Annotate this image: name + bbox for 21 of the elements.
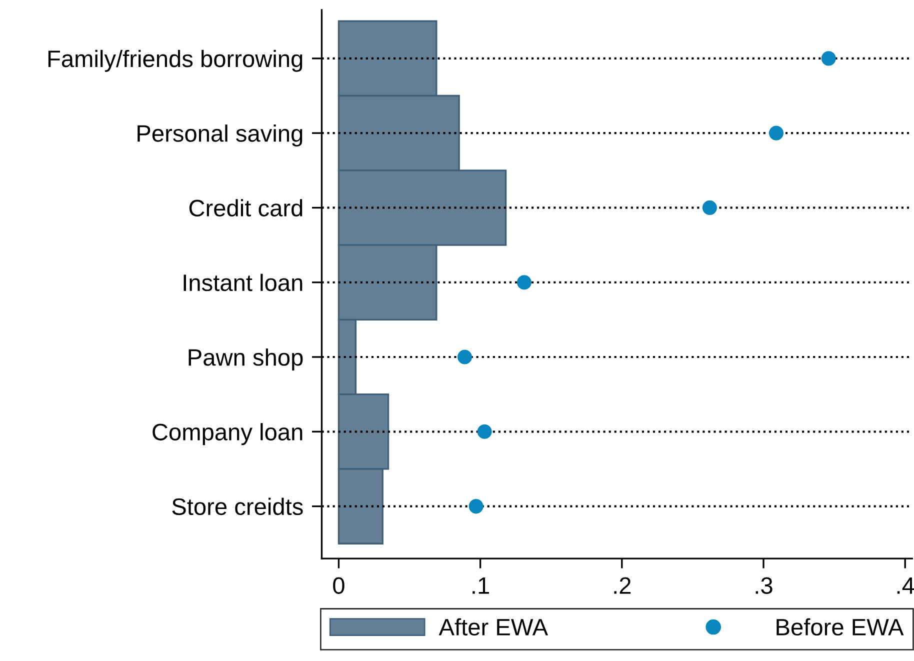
y-tick-label: Instant loan <box>184 274 302 292</box>
x-tick-label: .3 <box>756 577 772 594</box>
x-tick-label: .1 <box>472 577 490 594</box>
y-tick-label: Family/friends borrowing <box>48 50 302 72</box>
x-tick-label: .4 <box>897 577 914 594</box>
y-tick-label: Store creidts <box>172 498 303 516</box>
y-tick-label: Company loan <box>152 423 302 446</box>
y-tick-label: Personal saving <box>138 124 302 147</box>
point <box>477 424 492 439</box>
point <box>702 200 717 216</box>
legend-label: Before EWA <box>776 618 904 636</box>
legend-label: After EWA <box>438 618 548 636</box>
point <box>468 499 484 514</box>
x-tick-label: .2 <box>614 577 631 594</box>
point <box>768 126 784 140</box>
point <box>516 275 532 290</box>
y-tick-label: Credit card <box>189 199 302 217</box>
y-tick-label: Pawn shop <box>188 348 303 370</box>
point <box>457 350 472 364</box>
x-tick-label: 0 <box>333 577 344 594</box>
point <box>821 51 836 66</box>
